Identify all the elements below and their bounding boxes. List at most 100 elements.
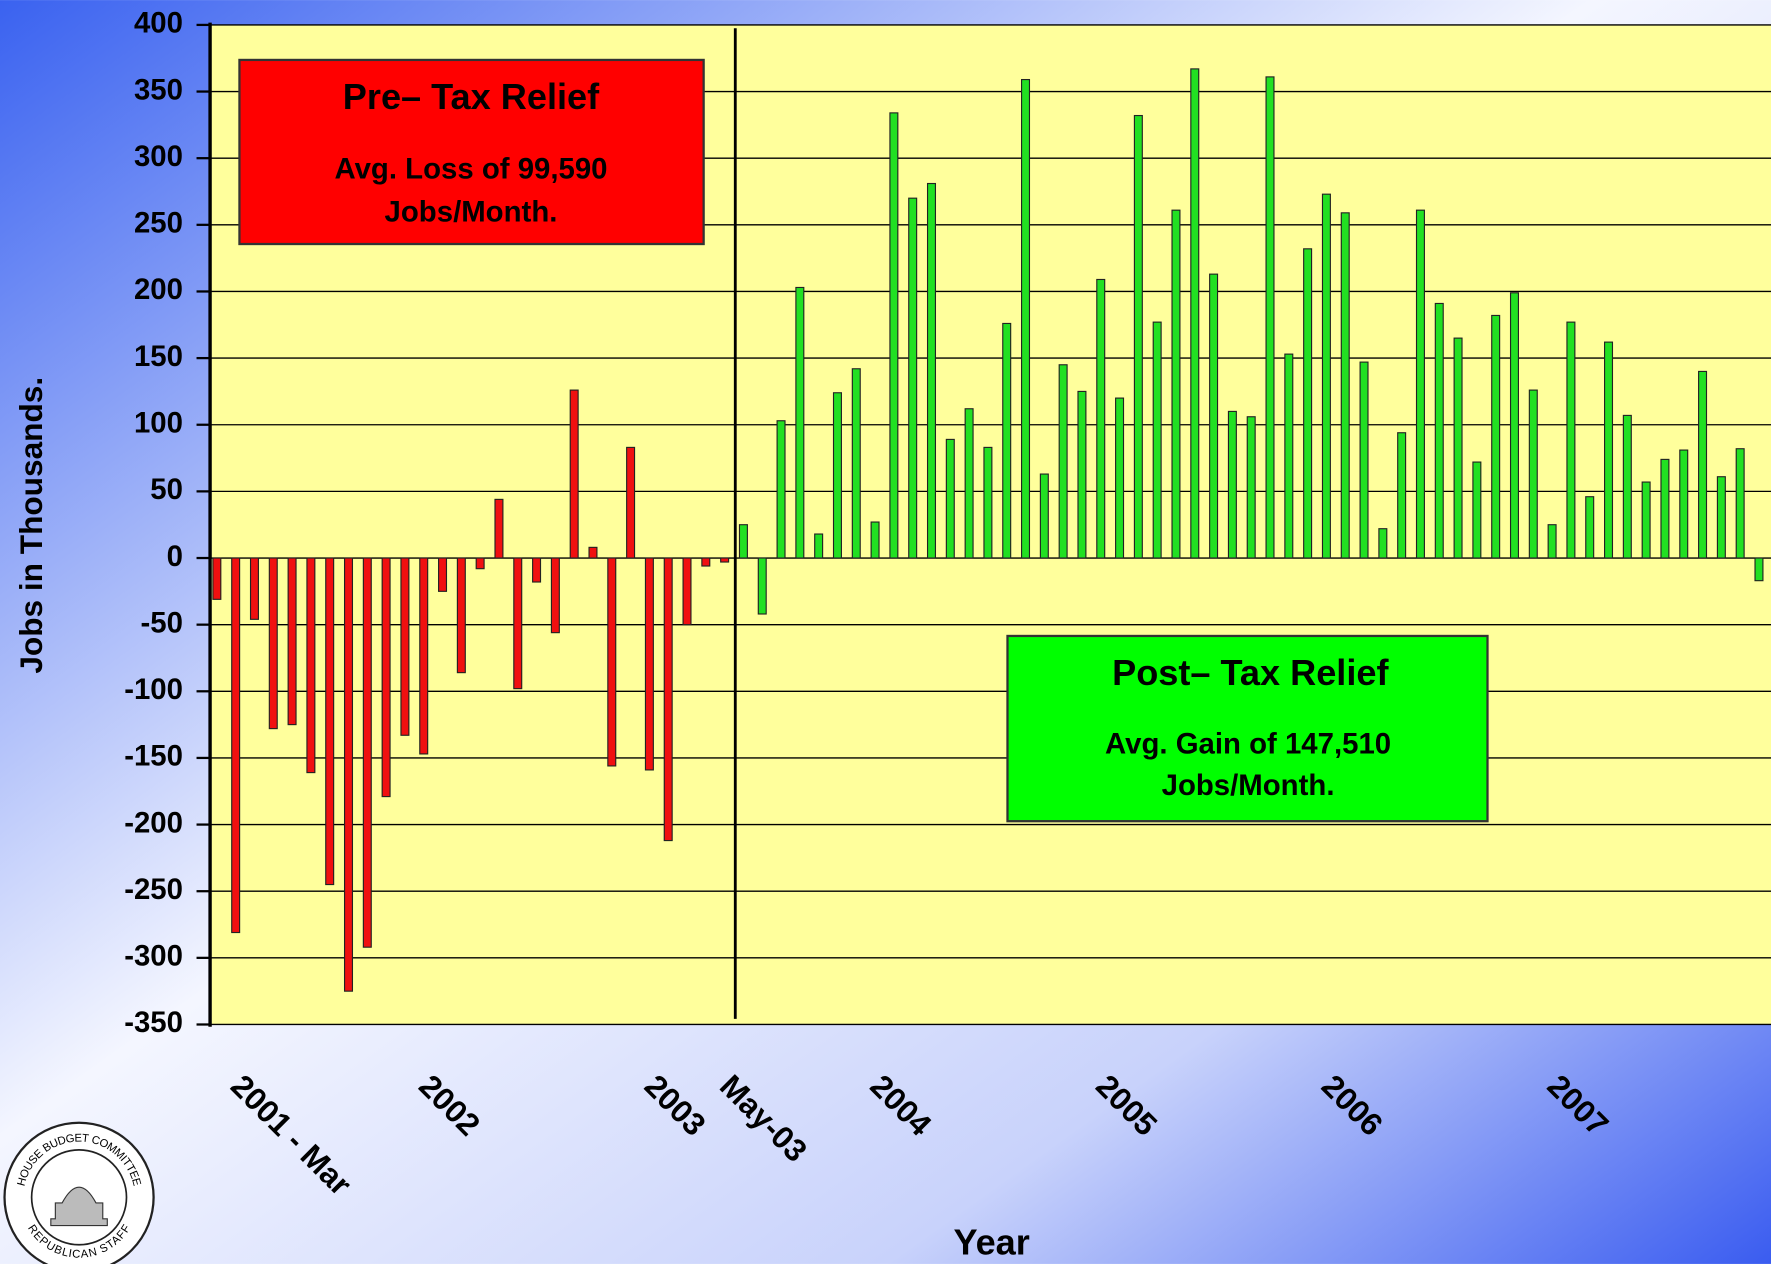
y-tick-label: -300 <box>124 940 183 973</box>
y-tick-label: 250 <box>134 207 183 240</box>
bar <box>945 438 955 559</box>
y-tick-label: 150 <box>134 340 183 373</box>
y-tick-label: -100 <box>124 673 183 706</box>
bar <box>419 557 429 755</box>
logo: HOUSE BUDGET COMMITTEE REPUBLICAN STAFF <box>3 1121 155 1264</box>
bar <box>1698 370 1708 559</box>
y-tick-label: 350 <box>134 73 183 106</box>
bar <box>1604 341 1614 559</box>
bar <box>532 557 542 583</box>
bar <box>550 557 560 634</box>
annotation-title: Post– Tax Relief <box>1112 652 1389 693</box>
bar <box>607 557 617 767</box>
annotation-box <box>1006 634 1489 823</box>
bar <box>1397 432 1407 559</box>
bar <box>1415 209 1425 559</box>
bar <box>1660 458 1670 559</box>
bar <box>1265 76 1275 559</box>
y-tick-label: 50 <box>150 473 183 506</box>
bar <box>1246 416 1256 559</box>
bar <box>231 557 241 934</box>
y-tick-label: 400 <box>134 7 183 40</box>
annotation-text: Jobs/Month. <box>385 195 558 228</box>
annotation-box <box>238 58 705 246</box>
bar <box>1716 476 1726 559</box>
bar <box>1679 449 1689 559</box>
bar <box>1021 78 1031 559</box>
annotation-post: Post– Tax Relief Avg. Gain of 147,510 Jo… <box>1006 634 1489 823</box>
bar <box>701 557 711 567</box>
bar <box>1227 410 1237 559</box>
bar <box>1077 390 1087 559</box>
bar <box>1284 353 1294 559</box>
bar <box>1002 322 1012 559</box>
bar <box>757 557 767 615</box>
bar <box>626 446 636 559</box>
bar <box>908 197 918 559</box>
logo-capitol <box>50 1186 108 1227</box>
bar <box>1133 114 1143 559</box>
bar <box>720 557 730 563</box>
bar <box>475 557 485 570</box>
annotation-text: Avg. Gain of 147,510 <box>1105 727 1391 760</box>
bar <box>1039 473 1049 559</box>
bar <box>588 546 598 559</box>
bar <box>870 521 880 559</box>
bar <box>1190 68 1200 559</box>
y-tick-label: -250 <box>124 873 183 906</box>
bar <box>832 392 842 559</box>
bar <box>1547 524 1557 559</box>
bar <box>249 557 259 620</box>
bar <box>964 408 974 559</box>
bar <box>1115 397 1125 559</box>
y-tick-label: 100 <box>134 406 183 439</box>
bar <box>306 557 316 774</box>
y-tick-label: -350 <box>124 1006 183 1039</box>
bar <box>381 557 391 798</box>
y-tick-label: 200 <box>134 273 183 306</box>
y-tick-label: -150 <box>124 740 183 773</box>
bar <box>776 420 786 559</box>
bar <box>1622 414 1632 559</box>
y-axis-label: Jobs in Thousands. <box>13 377 49 674</box>
bar <box>1754 557 1764 582</box>
bar <box>1472 461 1482 559</box>
bar <box>889 112 899 559</box>
bar <box>1171 209 1181 559</box>
bar <box>1566 321 1576 559</box>
bar <box>814 533 824 559</box>
bar <box>1359 361 1369 559</box>
bar <box>287 557 297 726</box>
bar <box>738 524 748 559</box>
bar <box>1453 337 1463 559</box>
bar <box>1340 212 1350 559</box>
y-tick-label: -50 <box>141 606 183 639</box>
bar <box>1491 314 1501 559</box>
bar <box>1378 528 1388 559</box>
annotation-title: Pre– Tax Relief <box>343 76 600 117</box>
bar <box>1735 448 1745 559</box>
bar <box>682 557 692 626</box>
bar <box>325 557 335 886</box>
y-tick-label: 300 <box>134 140 183 173</box>
bar <box>1152 321 1162 559</box>
bar <box>926 182 937 559</box>
bar <box>795 286 805 559</box>
bar <box>212 557 222 600</box>
annotation-pre: Pre– Tax Relief Avg. Loss of 99,590 Jobs… <box>238 58 705 246</box>
bar <box>983 446 993 559</box>
bar <box>1303 248 1313 559</box>
x-axis-label: Year <box>953 1221 1029 1262</box>
bar <box>851 368 861 559</box>
bar <box>268 557 278 730</box>
bar <box>1096 278 1106 559</box>
bar <box>1585 496 1595 559</box>
bar <box>494 498 504 559</box>
annotation-text: Avg. Loss of 99,590 <box>334 152 607 185</box>
bar <box>1528 389 1538 559</box>
bar <box>438 557 448 592</box>
bar <box>1434 302 1444 559</box>
y-ticks: -350 -300 -250 -200 -150 -100 -50 0 50 100 150 200 2… <box>124 7 211 1039</box>
bar <box>644 557 654 771</box>
